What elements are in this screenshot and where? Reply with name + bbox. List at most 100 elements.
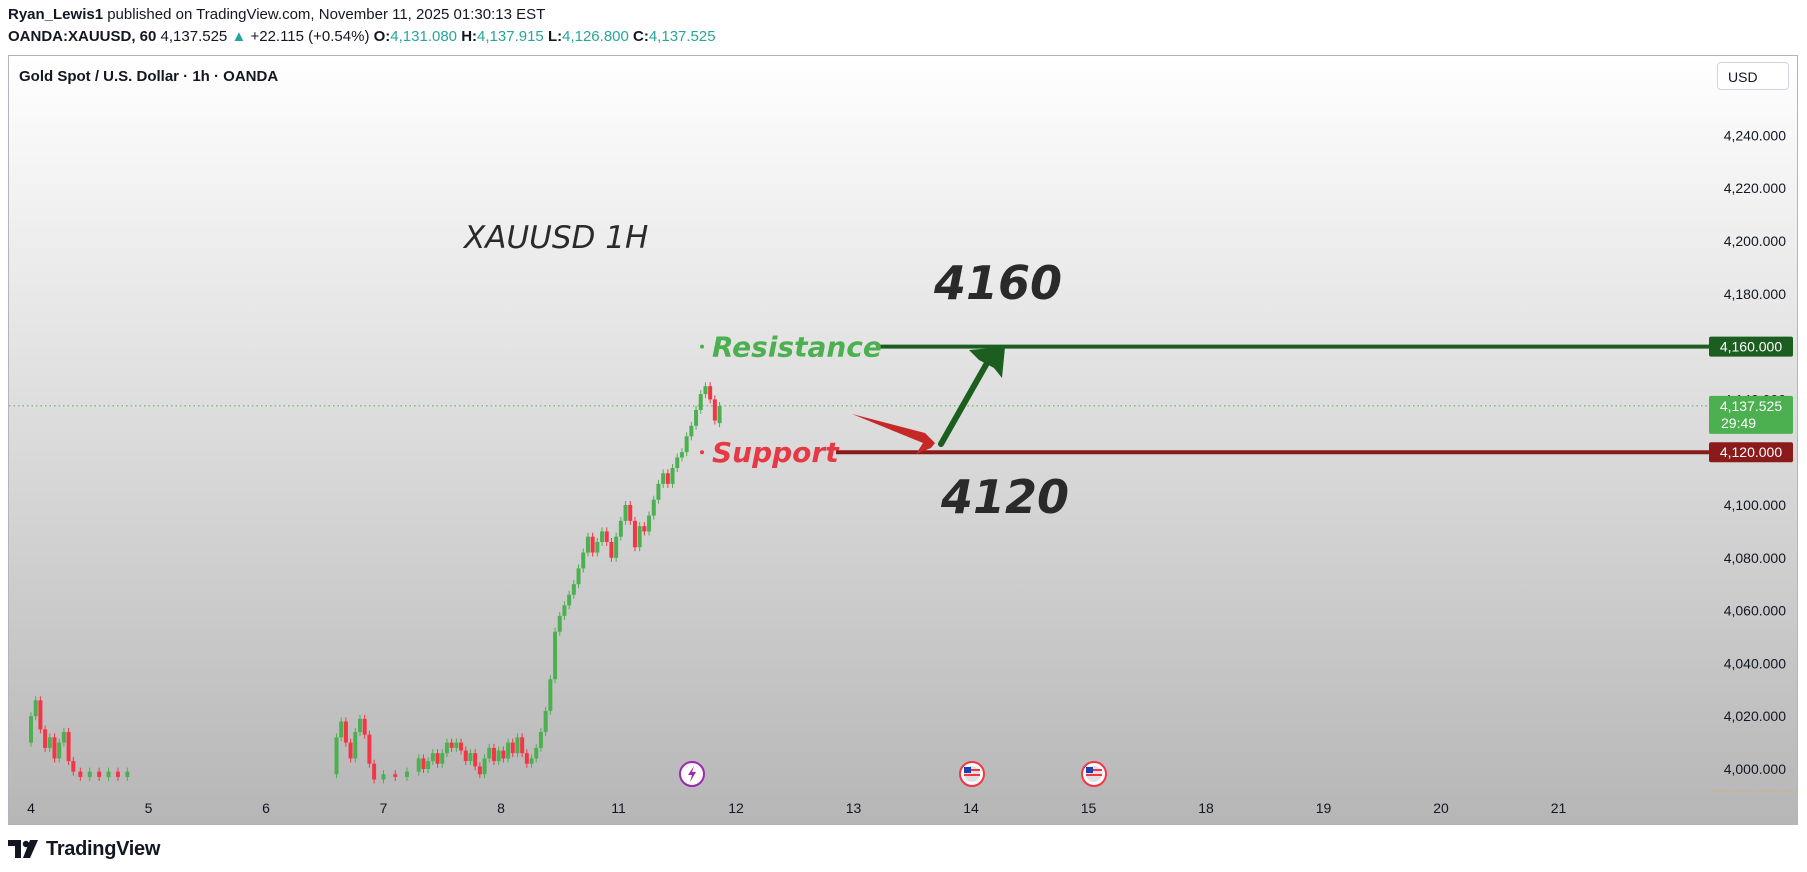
candle-body xyxy=(670,468,675,484)
candle-body xyxy=(381,774,386,780)
resistance-label: Resistance xyxy=(712,331,882,364)
candle-body xyxy=(637,526,642,548)
green-arrow-shaft xyxy=(938,353,994,447)
candle-body xyxy=(125,771,130,777)
candle-body xyxy=(468,753,473,762)
candle-body xyxy=(529,758,534,764)
us-event-icon-stripe xyxy=(1086,769,1102,771)
candle-body xyxy=(712,399,717,421)
resistance-price-tag-bg xyxy=(1709,336,1793,357)
candle-body xyxy=(567,594,572,606)
y-tick-label: 4,080.000 xyxy=(1724,550,1786,566)
support-label: Support xyxy=(712,436,840,469)
candle-body xyxy=(632,520,637,548)
candle-body xyxy=(600,531,605,542)
candle-body xyxy=(557,615,562,632)
tradingview-logo[interactable]: TradingView xyxy=(8,837,160,861)
candle-body xyxy=(115,771,120,777)
candle-body xyxy=(675,457,680,469)
us-event-icon-stripe xyxy=(964,774,980,776)
last-price-tag-bg xyxy=(1709,395,1793,434)
low-label: L: xyxy=(547,28,563,45)
candle-body xyxy=(538,732,543,748)
chart-symbol-title: Gold Spot / U.S. Dollar · 1h · OANDA xyxy=(19,68,279,85)
candle-body xyxy=(614,536,619,558)
candle-body xyxy=(416,758,421,772)
open-value: 4,131.080 xyxy=(390,28,458,45)
candle-body xyxy=(426,761,431,769)
author-name[interactable]: Ryan_Lewis1 xyxy=(8,6,104,23)
candle-body xyxy=(595,541,600,553)
candle-body xyxy=(520,737,525,754)
candle-body xyxy=(679,452,684,458)
y-tick-label: 4,180.000 xyxy=(1724,286,1786,302)
candle-body xyxy=(38,700,43,730)
plot-area: Resistance Support XAUUSD 1H 4160 4120 xyxy=(9,220,1709,787)
candle-body xyxy=(571,584,576,595)
y-tick-label: 4,020.000 xyxy=(1724,708,1786,724)
candle-body xyxy=(43,729,48,748)
resistance-value-text: 4160 xyxy=(933,256,1062,310)
candle-body xyxy=(362,718,367,735)
x-tick-label: 11 xyxy=(611,800,626,816)
earnings-event-icon[interactable] xyxy=(679,761,705,787)
candle-body xyxy=(694,409,699,426)
candle-body xyxy=(106,771,111,777)
resistance-price-tag-text: 4,160.000 xyxy=(1720,339,1782,355)
last-price-tag-text: 4,137.525 xyxy=(1720,398,1782,414)
candle-body xyxy=(339,721,344,738)
us-event-icon-stripe xyxy=(964,769,980,771)
candle-body xyxy=(421,758,426,769)
currency-button[interactable]: USD xyxy=(1717,62,1789,90)
candle-body xyxy=(33,700,38,717)
candle-body xyxy=(618,520,623,537)
support-price-tag-text: 4,120.000 xyxy=(1720,444,1782,460)
candle-body xyxy=(393,774,398,777)
candle-body xyxy=(430,753,435,762)
x-tick-label: 14 xyxy=(963,800,979,816)
candle-body xyxy=(477,766,482,775)
candle-body xyxy=(491,747,496,762)
candle-body xyxy=(656,483,661,500)
candle-body xyxy=(576,568,581,585)
candle-body xyxy=(57,742,62,759)
chart-pane[interactable]: Resistance Support XAUUSD 1H 4160 4120 4,000.… xyxy=(8,55,1798,825)
candle-body xyxy=(71,761,76,772)
price-chart[interactable]: Resistance Support XAUUSD 1H 4160 4120 4,000.… xyxy=(9,56,1798,825)
symbol-label: OANDA:XAUUSD, 60 xyxy=(8,28,157,45)
us-event-icon[interactable] xyxy=(959,761,985,787)
candle-body xyxy=(515,737,520,754)
candle-body xyxy=(482,758,487,775)
y-tick-label: 4,040.000 xyxy=(1724,655,1786,671)
y-tick-label: 4,220.000 xyxy=(1724,180,1786,196)
candle-body xyxy=(628,505,633,521)
candle-body xyxy=(459,742,464,751)
us-event-icon[interactable] xyxy=(1081,761,1107,787)
x-tick-label: 7 xyxy=(380,800,388,816)
low-value: 4,126.800 xyxy=(562,28,629,45)
x-tick-label: 18 xyxy=(1198,800,1214,816)
support-price-tag-bg xyxy=(1709,442,1793,463)
candle-body xyxy=(343,721,348,743)
candle-body xyxy=(473,753,478,767)
candle-body xyxy=(444,742,449,754)
us-event-icon-stripe xyxy=(1086,774,1102,776)
candle-body xyxy=(463,750,468,762)
candle-body xyxy=(87,771,92,777)
candle-body xyxy=(689,425,694,437)
candle-body xyxy=(543,710,548,733)
candle-body xyxy=(334,737,339,775)
candle-body xyxy=(665,473,670,484)
red-arrow xyxy=(852,414,935,454)
candle-body xyxy=(717,406,722,424)
candle-body xyxy=(358,718,362,733)
candle-body xyxy=(623,505,628,521)
x-tick-label: 12 xyxy=(728,800,744,816)
high-value: 4,137.915 xyxy=(477,28,544,45)
publish-text: published on TradingView.com, November 1… xyxy=(107,6,546,23)
candle-body xyxy=(703,386,708,395)
candle-body xyxy=(97,771,102,777)
x-tick-label: 6 xyxy=(262,800,270,816)
close-value: 4,137.525 xyxy=(648,28,716,45)
candle-body xyxy=(501,750,506,759)
